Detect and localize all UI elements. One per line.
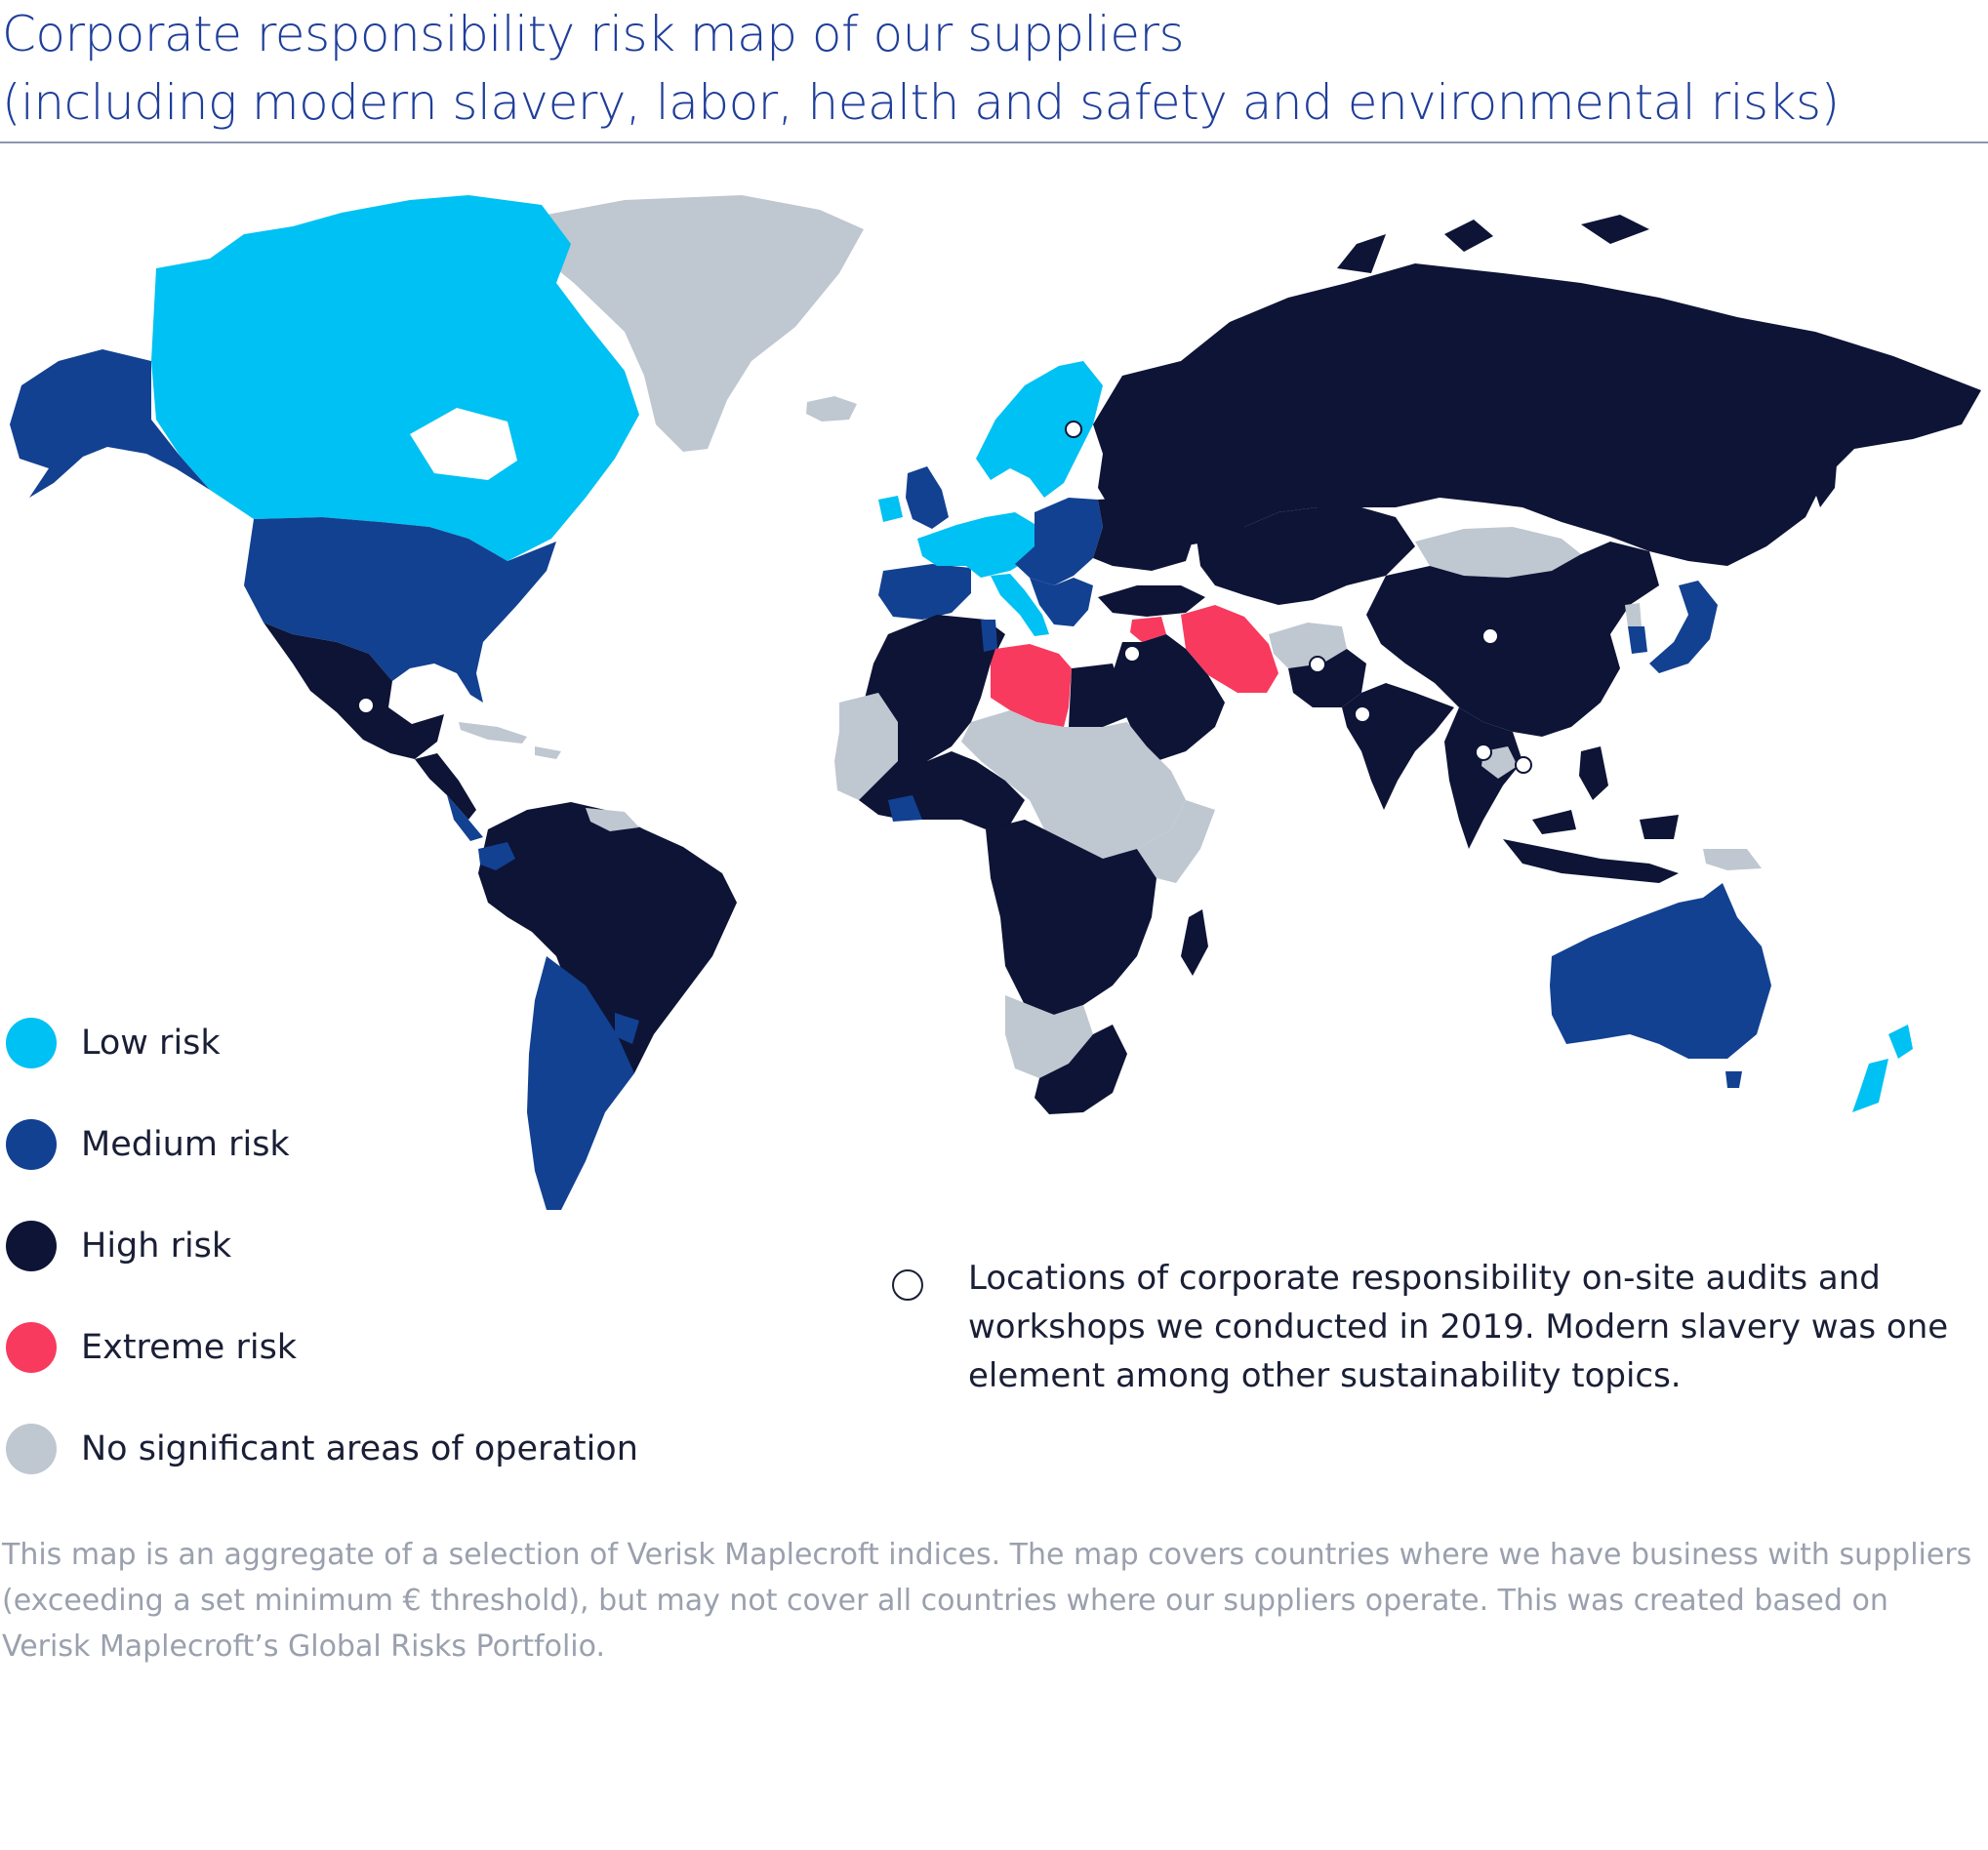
region-new-zealand [1852, 1025, 1913, 1112]
region-indonesia [1503, 810, 1679, 883]
legend-swatch-medium [6, 1119, 57, 1170]
map-svg [10, 195, 1981, 1210]
title-divider [0, 141, 1988, 143]
region-papua [1703, 849, 1762, 870]
region-central-america-medium [447, 795, 483, 841]
region-nordics [976, 361, 1103, 498]
region-iran [1181, 605, 1278, 693]
map-title: Corporate responsibility risk map of our… [2, 0, 1954, 137]
region-uruguay [615, 1013, 639, 1044]
region-greenland [532, 195, 864, 452]
region-afghanistan [1269, 623, 1347, 668]
title-line-1: Corporate responsibility risk map of our… [2, 6, 1185, 62]
region-canada [151, 195, 639, 561]
audit-marker-icon [892, 1269, 923, 1301]
legend-label-high: High risk [81, 1227, 232, 1266]
region-east-africa [1137, 800, 1215, 883]
legend-swatch-extreme [6, 1322, 57, 1373]
region-guianas [586, 808, 639, 831]
legend-swatch-low [6, 1018, 57, 1068]
region-western-europe [917, 512, 1039, 578]
audit-marker-vietnam [1515, 756, 1532, 774]
region-iceland [806, 396, 857, 422]
legend-label-low: Low risk [81, 1024, 221, 1063]
region-se-asia [1444, 707, 1522, 849]
region-italy [991, 574, 1049, 636]
region-west-africa [834, 693, 898, 800]
audit-marker-mexico [357, 697, 375, 714]
region-russia-islands [1337, 215, 1649, 273]
region-syria [1130, 617, 1166, 642]
region-philippines [1579, 746, 1608, 800]
region-usa [244, 517, 556, 703]
region-turkey [1098, 585, 1205, 617]
legend-swatch-high [6, 1221, 57, 1271]
audit-marker-finland [1065, 421, 1082, 438]
region-eastern-europe [1093, 498, 1196, 571]
audit-marker-china [1481, 627, 1499, 645]
region-australia [1550, 883, 1771, 1059]
region-ecuador [478, 842, 515, 870]
region-russia [1093, 263, 1981, 566]
audit-marker-pakistan [1309, 656, 1326, 673]
region-balkans [1030, 578, 1093, 626]
region-india [1342, 683, 1454, 810]
region-egypt [1069, 664, 1127, 727]
region-central-africa [986, 820, 1156, 1015]
region-korea [1625, 603, 1642, 626]
region-southern-africa-grey [1005, 995, 1093, 1078]
region-mexico [264, 623, 444, 759]
source-footnote: This map is an aggregate of a selection … [2, 1538, 1972, 1664]
region-southern-africa [1035, 1025, 1127, 1114]
region-china [1366, 542, 1659, 737]
legend-label-extreme: Extreme risk [81, 1328, 298, 1367]
legend-label-none: No significant areas of operation [81, 1429, 638, 1468]
world-risk-map [0, 176, 1988, 1210]
region-madagascar [1181, 909, 1208, 976]
region-south-korea [1628, 626, 1647, 654]
region-hudson-bay [410, 408, 517, 480]
audit-marker-india [1354, 705, 1371, 723]
region-libya [991, 644, 1072, 727]
title-line-2: (including modern slavery, labor, health… [2, 74, 1840, 131]
legend-swatch-none [6, 1424, 57, 1474]
region-tasmania [1725, 1071, 1742, 1088]
region-alaska [10, 349, 210, 498]
audit-locations-text: Locations of corporate responsibility on… [968, 1259, 1949, 1395]
region-ireland [878, 496, 903, 522]
region-sahel [961, 710, 1186, 859]
region-central-europe [1015, 498, 1103, 585]
region-kamchatka [1810, 429, 1840, 507]
region-south-america-north [478, 802, 737, 1073]
region-central-asia [1196, 507, 1415, 605]
region-pakistan [1288, 649, 1366, 707]
region-middle-east [1113, 634, 1225, 761]
region-southern-cone [527, 956, 634, 1210]
region-ivory-coast [888, 795, 922, 822]
region-mongolia [1415, 527, 1581, 578]
region-iberia [878, 564, 971, 620]
audit-marker-thailand [1475, 744, 1492, 761]
region-uk [906, 466, 949, 529]
region-tunisia [981, 620, 997, 652]
legend-label-medium: Medium risk [81, 1125, 290, 1164]
region-caribbean [459, 722, 561, 759]
audit-marker-middle-east [1123, 645, 1141, 663]
region-central-america [415, 753, 476, 820]
region-japan [1649, 581, 1718, 673]
